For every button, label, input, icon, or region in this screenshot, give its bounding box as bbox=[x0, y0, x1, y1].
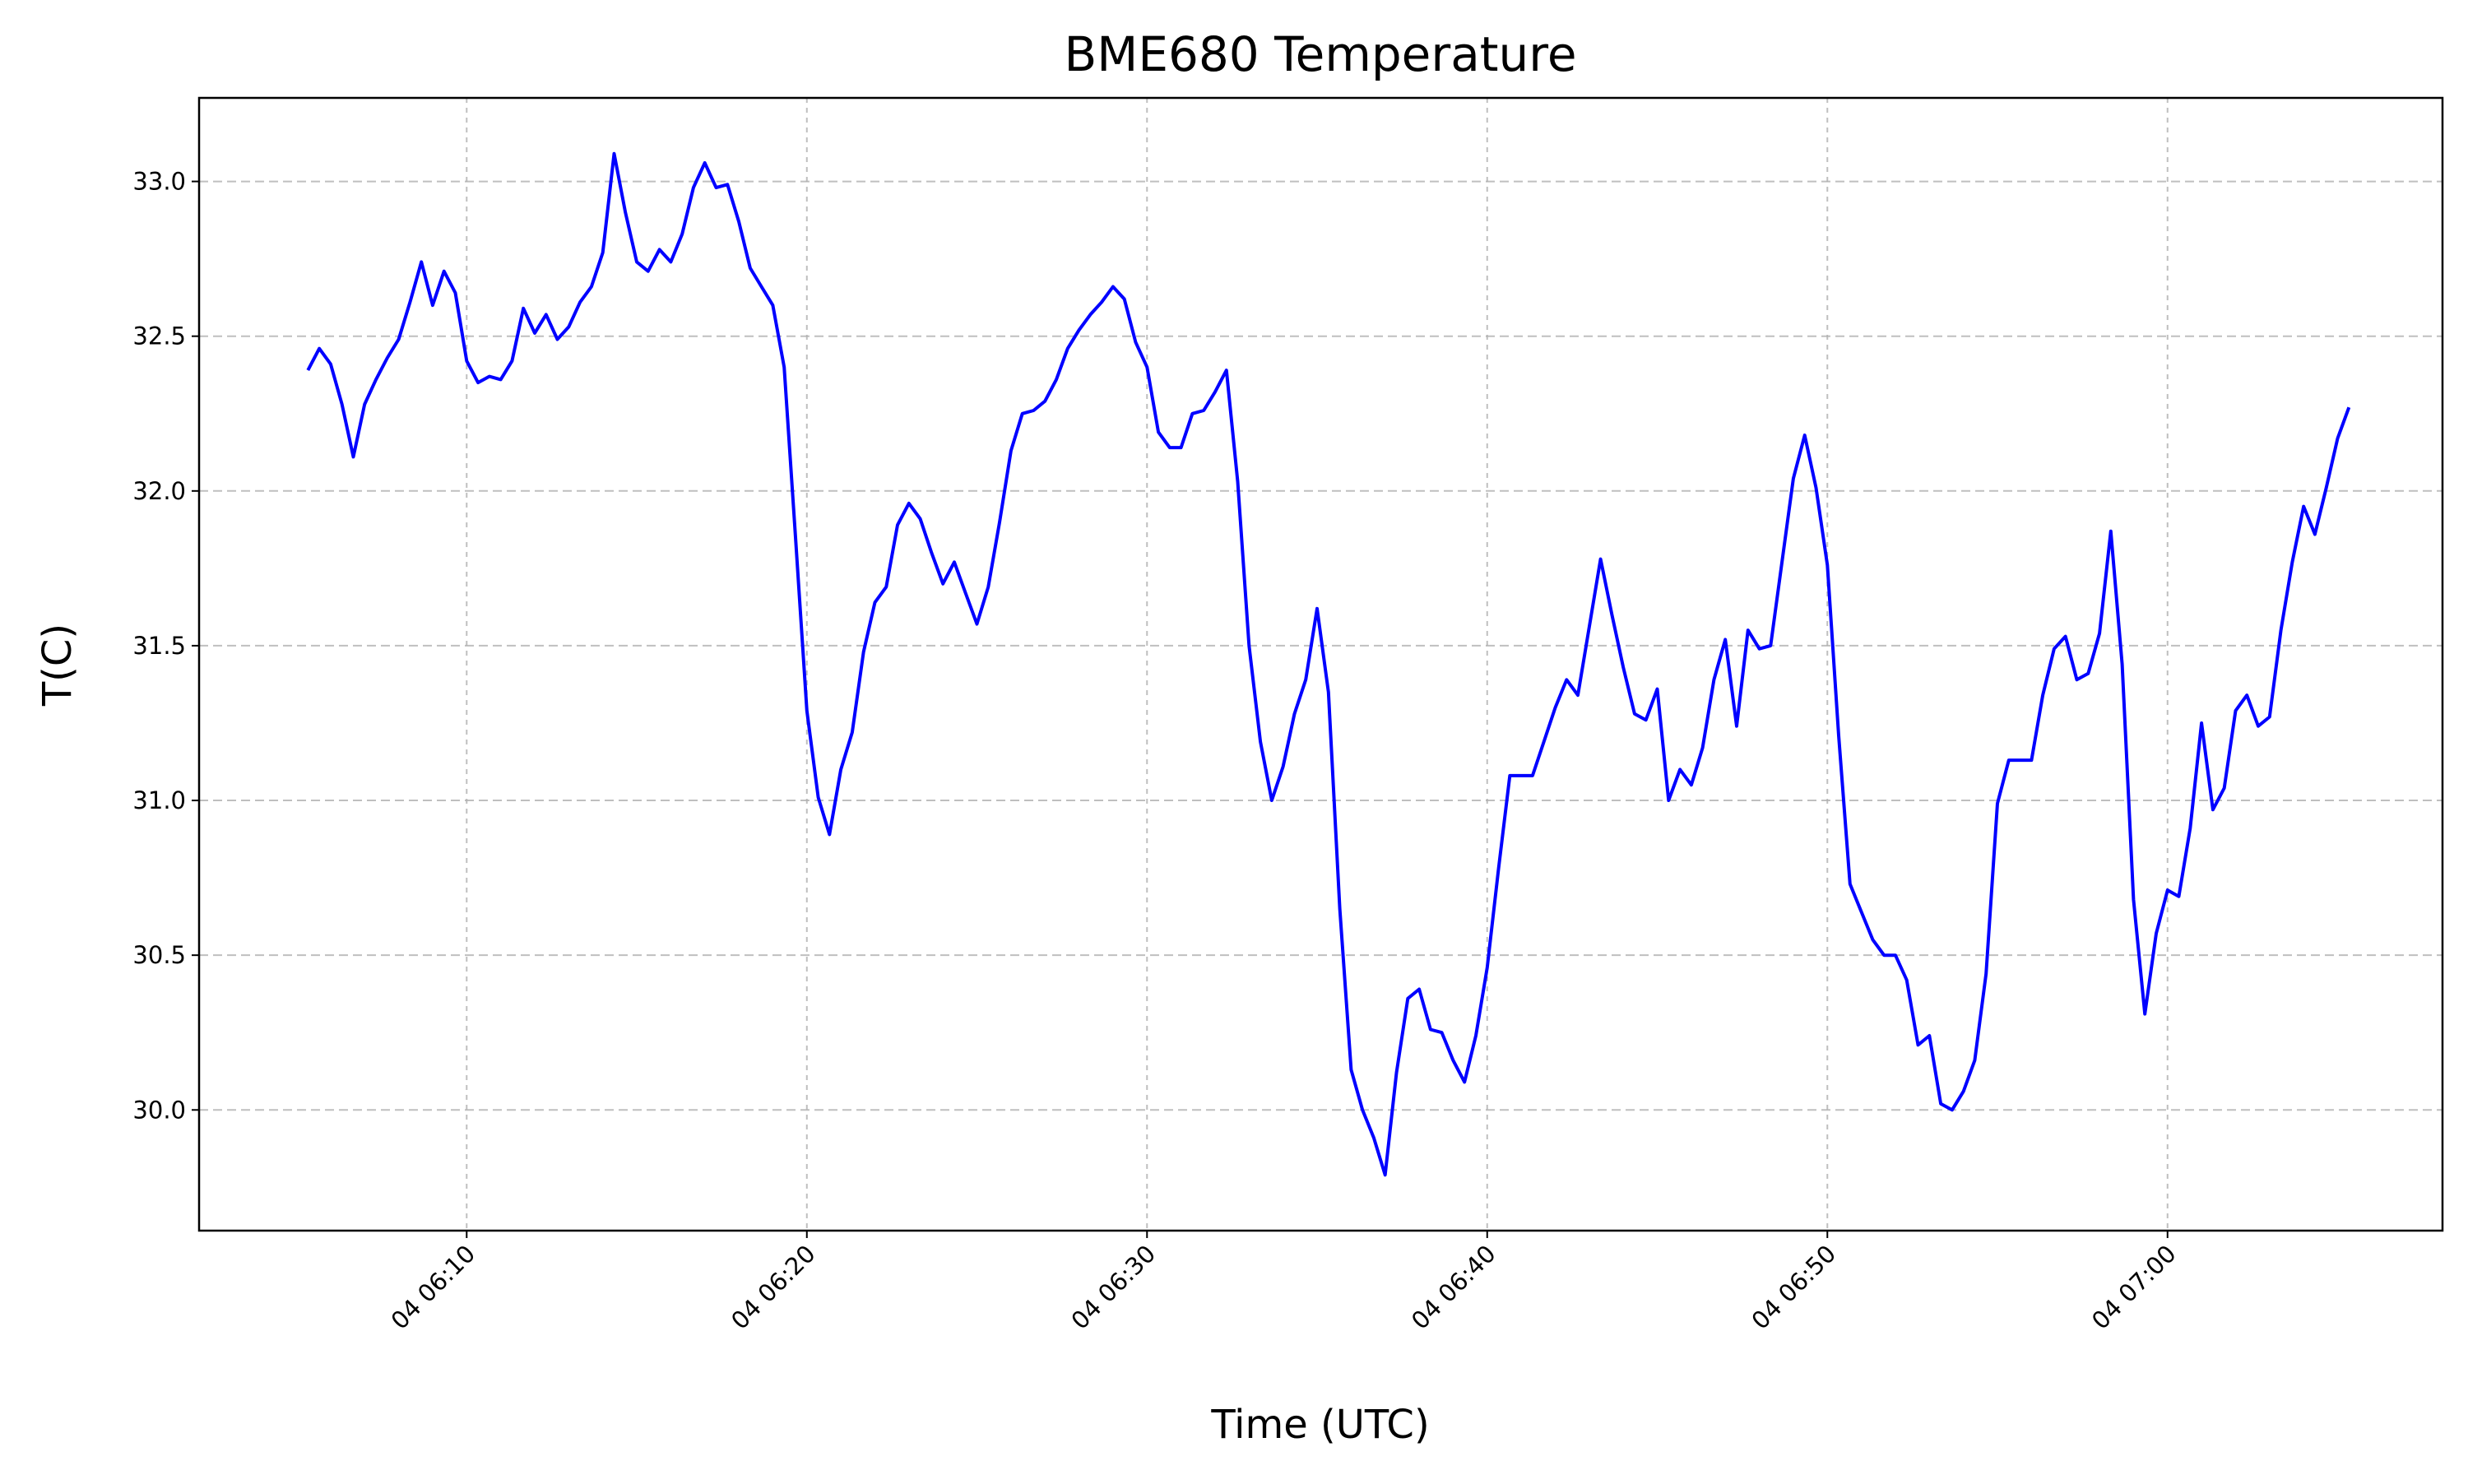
y-tick-label: 31.0 bbox=[132, 786, 186, 814]
y-tick-label: 32.5 bbox=[132, 322, 186, 350]
series-group bbox=[306, 151, 2351, 1177]
x-tick-label: 04 06:50 bbox=[1746, 1240, 1841, 1335]
y-tick-label: 30.5 bbox=[132, 941, 186, 969]
plot-frame bbox=[197, 96, 2444, 1232]
y-axis: 30.0 30.5 31.0 31.5 32.0 32.5 33.0 bbox=[132, 168, 199, 1124]
grid bbox=[199, 98, 2442, 1231]
x-tick-label: 04 06:30 bbox=[1065, 1240, 1161, 1335]
x-tick-label: 04 06:20 bbox=[726, 1240, 821, 1335]
temperature-series-line bbox=[306, 151, 2351, 1177]
y-axis-label: T(C) bbox=[35, 624, 81, 707]
x-tick-label: 04 06:10 bbox=[385, 1240, 480, 1335]
x-axis: 04 06:10 04 06:20 04 06:30 04 06:40 04 06:50… bbox=[385, 1231, 2182, 1335]
y-tick-label: 32.0 bbox=[132, 477, 186, 505]
y-tick-label: 30.0 bbox=[132, 1096, 186, 1124]
x-tick-label: 04 07:00 bbox=[2086, 1240, 2182, 1335]
chart-title: BME680 Temperature bbox=[1064, 26, 1576, 82]
y-tick-label: 33.0 bbox=[132, 168, 186, 196]
y-tick-label: 31.5 bbox=[132, 632, 186, 660]
x-axis-label: Time (UTC) bbox=[1210, 1402, 1429, 1448]
x-tick-label: 04 06:40 bbox=[1406, 1240, 1501, 1335]
